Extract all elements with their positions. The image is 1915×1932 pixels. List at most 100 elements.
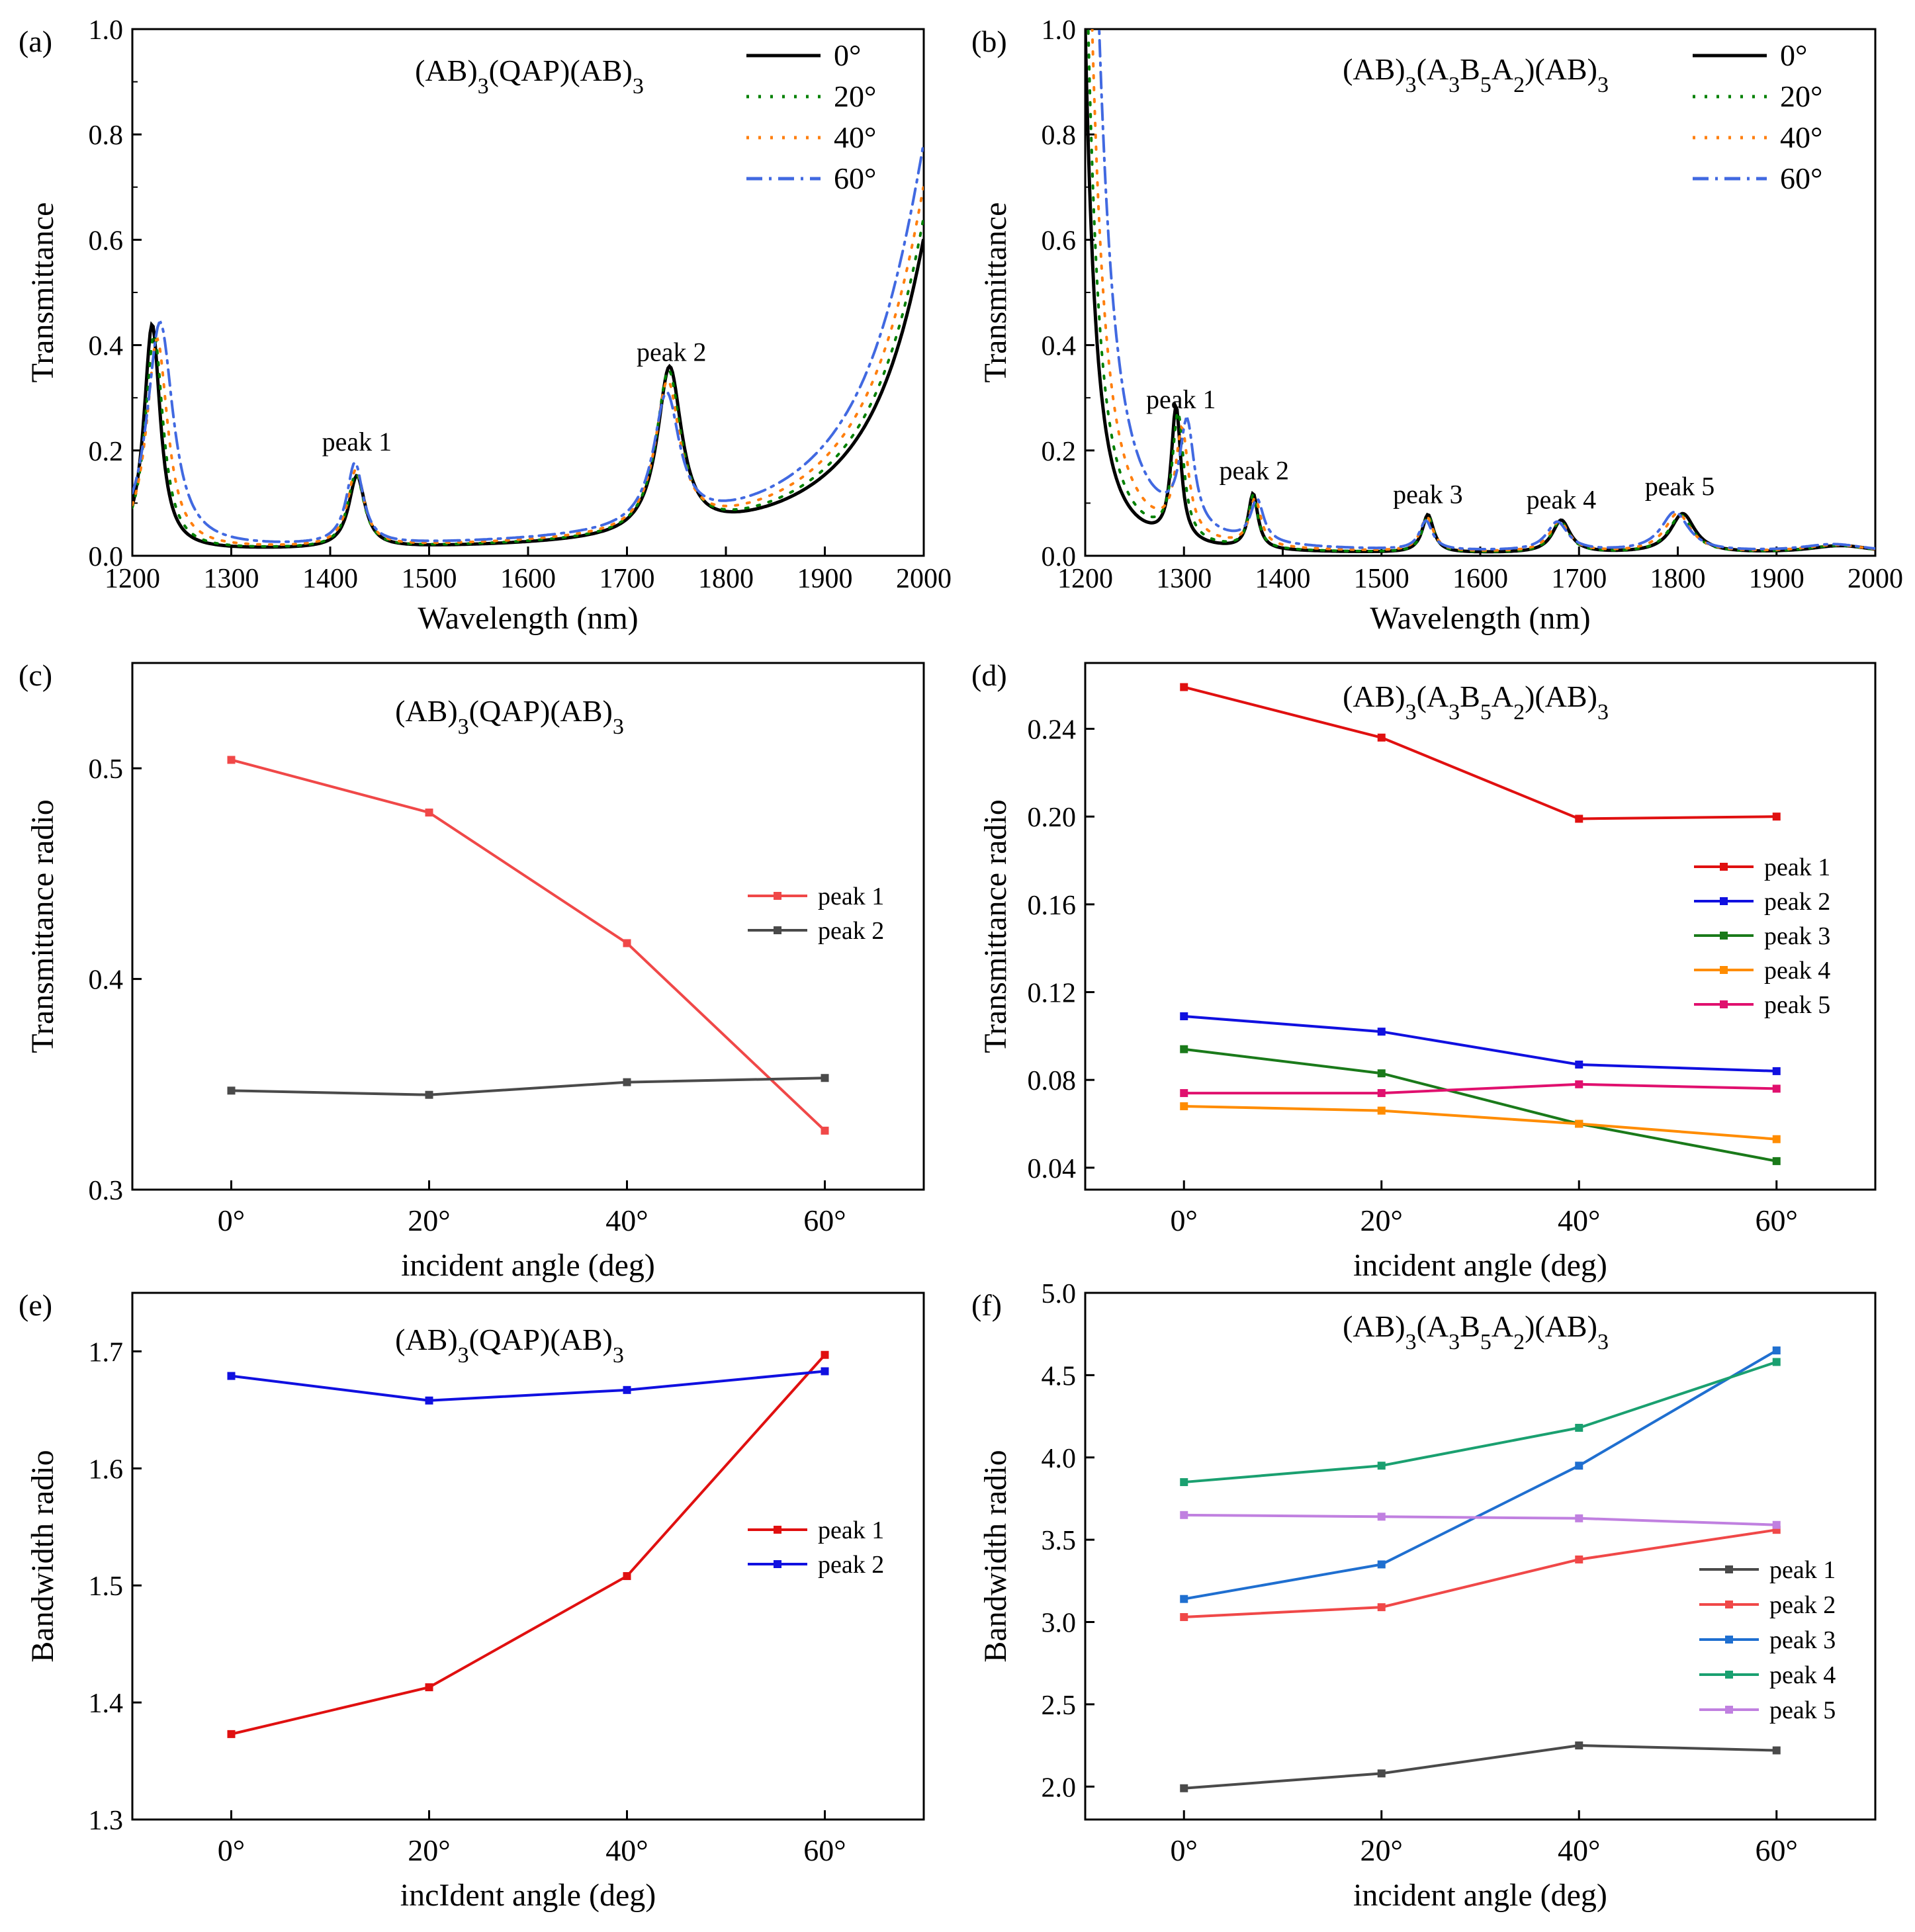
panel-f: (f)(AB)3(A3B5A2)(AB)32.02.53.03.54.04.55…	[971, 1279, 1877, 1913]
x-tick-label: 1400	[1255, 564, 1311, 594]
data-point	[1377, 1513, 1386, 1521]
legend-label: 60°	[1780, 161, 1822, 195]
plot-frame	[1084, 1292, 1877, 1821]
plot-frame	[131, 1292, 925, 1821]
title-part: 2	[1513, 73, 1525, 97]
data-point	[425, 1090, 433, 1099]
data-point	[1772, 1135, 1781, 1143]
title-part: 3	[1448, 1330, 1460, 1354]
chart-title: (AB)3(A3B5A2)(AB)3	[1343, 1309, 1609, 1354]
y-tick-label: 0.0	[89, 542, 124, 572]
title-part: A	[1492, 680, 1513, 713]
x-tick-label: 20°	[1360, 1204, 1403, 1237]
data-point	[821, 1074, 829, 1082]
peak-annotation: peak 1	[1146, 384, 1216, 414]
panel-e: (e)(AB)3(QAP)(AB)31.31.41.51.61.70° 20° 40…	[19, 1288, 925, 1913]
y-tick-label: 0.5	[89, 754, 124, 785]
data-point	[623, 1078, 631, 1086]
peak-annotation: peak 2	[1219, 456, 1289, 486]
legend-marker	[1720, 966, 1728, 974]
title-part: (A	[1417, 1309, 1449, 1343]
x-tick-label: 40°	[605, 1204, 648, 1237]
chart-title: (AB)3(QAP)(AB)3	[395, 694, 624, 739]
x-tick-label: 1800	[698, 564, 754, 594]
title-part: A	[1492, 52, 1513, 86]
title-part: (QAP)(AB)	[489, 54, 633, 87]
x-tick-label: 1900	[1749, 564, 1804, 594]
data-point	[227, 1086, 236, 1095]
y-tick-label: 0.20	[1028, 803, 1077, 833]
x-tick-label: 1900	[797, 564, 853, 594]
legend-label: 0°	[1780, 38, 1807, 72]
legend-label: peak 2	[818, 1551, 884, 1579]
y-tick-label: 0.8	[89, 120, 124, 151]
data-point	[1377, 1089, 1386, 1098]
peak-annotation: peak 1	[322, 427, 392, 457]
legend-marker	[1720, 1000, 1728, 1008]
data-point	[227, 1730, 236, 1738]
legend: peak 1 peak 2	[748, 883, 884, 945]
y-tick-label: 0.4	[1042, 331, 1077, 362]
y-tick-label: 0.4	[89, 331, 124, 362]
y-tick-label: 0.6	[89, 226, 124, 256]
title-part: 3	[1597, 700, 1609, 724]
x-tick-label: 0°	[218, 1204, 245, 1237]
legend-marker	[1725, 1565, 1733, 1573]
series-line-1	[230, 758, 826, 1132]
y-tick-label: 1.0	[1042, 15, 1077, 46]
data-point	[1575, 1080, 1583, 1088]
x-tick-label: 60°	[1756, 1833, 1798, 1867]
legend-label: peak 1	[1764, 854, 1830, 881]
x-tick-label: 1200	[1057, 564, 1113, 594]
series-line-2	[231, 1076, 825, 1096]
title-part: 2	[1513, 1330, 1525, 1354]
legend-label: peak 1	[1769, 1556, 1836, 1584]
title-part: 3	[1448, 700, 1460, 724]
x-tick-label: 40°	[1558, 1833, 1600, 1867]
plot-area	[1085, 29, 1875, 554]
y-tick-label: 0.6	[1042, 226, 1077, 256]
plot-area	[132, 144, 924, 549]
title-part: B	[1460, 680, 1480, 713]
title-part: 3	[613, 715, 624, 739]
panel-a: (a)(AB)3(QAP)(AB)30.00.20.40.60.81.01200…	[19, 15, 952, 636]
chart-title: (AB)3(A3B5A2)(AB)3	[1343, 680, 1609, 724]
data-point	[425, 1396, 433, 1405]
legend-label: peak 2	[818, 917, 884, 945]
y-axis-label: Transmittance radio	[25, 799, 60, 1053]
x-tick-label: 1300	[1156, 564, 1212, 594]
legend-marker	[1720, 932, 1728, 940]
data-point	[623, 1572, 631, 1581]
x-tick-label: 40°	[1558, 1204, 1600, 1237]
series-line-1	[1184, 1744, 1777, 1790]
series-line-4	[1184, 1104, 1777, 1141]
data-point	[1180, 683, 1188, 691]
x-tick-label: 60°	[803, 1833, 846, 1867]
y-tick-label: 2.0	[1042, 1773, 1077, 1803]
title-part: 2	[1513, 700, 1525, 724]
data-point	[1772, 1746, 1781, 1755]
title-part: (AB)	[395, 694, 458, 728]
series-line-3	[132, 186, 924, 547]
legend-marker	[1725, 1706, 1733, 1714]
chart-title: (AB)3(QAP)(AB)3	[415, 54, 644, 99]
data-point	[1772, 1157, 1781, 1165]
title-part: 3	[1405, 1330, 1417, 1354]
y-tick-label: 1.5	[89, 1571, 124, 1602]
legend-marker	[1725, 1601, 1733, 1608]
x-tick-label: 1700	[1551, 564, 1607, 594]
panel-label: (f)	[971, 1288, 1002, 1322]
data-point	[227, 1372, 236, 1380]
y-axis-label: Bandwidth radio	[978, 1450, 1013, 1662]
series-line-1	[1085, 29, 1875, 554]
legend-label: peak 1	[818, 1516, 884, 1544]
legend: peak 1 peak 2	[748, 1516, 884, 1579]
data-point	[1575, 1120, 1583, 1128]
data-point	[1180, 1784, 1188, 1792]
data-point	[1377, 1462, 1386, 1470]
x-axis-label: incident angle (deg)	[401, 1248, 655, 1283]
legend-label: 20°	[1780, 79, 1822, 113]
data-point	[1377, 1769, 1386, 1778]
data-point	[1772, 1067, 1781, 1075]
y-tick-label: 1.6	[89, 1454, 124, 1485]
